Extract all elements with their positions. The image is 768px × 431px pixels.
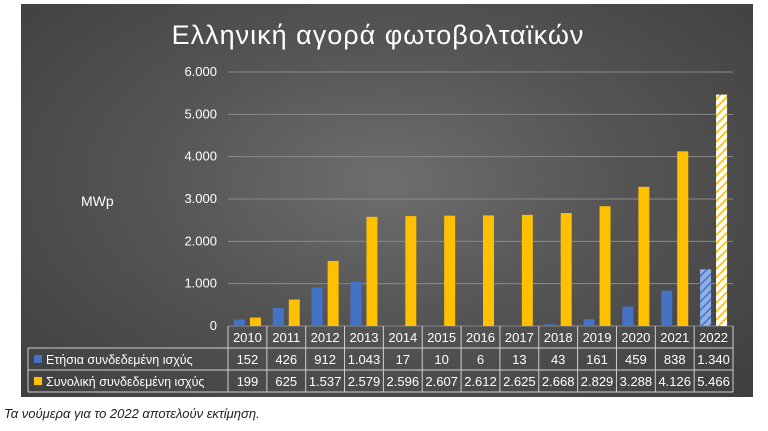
bar-annual-2016 [467, 325, 478, 326]
y-tick-label: 4.000 [184, 149, 217, 164]
data-label: 4.126 [658, 374, 691, 389]
chart-title: Ελληνική αγορά φωτοβολταϊκών [172, 20, 585, 50]
x-tick-label: 2014 [388, 330, 417, 345]
y-axis-label: MWp [81, 193, 114, 209]
x-tick-label: 2011 [272, 330, 300, 345]
data-label: 1.537 [309, 374, 342, 389]
x-tick-label: 2015 [427, 330, 456, 345]
data-label: 1.043 [348, 352, 381, 367]
y-tick-label: 0 [210, 318, 217, 333]
data-label: 2.579 [348, 374, 381, 389]
legend-series-name: Συνολική συνδεδεμένη ισχύς [46, 375, 204, 389]
x-tick-label: 2018 [544, 330, 573, 345]
bar-cumulative-2012 [327, 260, 339, 326]
bar-cumulative-2013 [366, 216, 378, 326]
data-label: 10 [434, 352, 448, 367]
bar-annual-2012 [311, 287, 323, 326]
bar-annual-2010 [233, 319, 245, 326]
data-label: 3.288 [620, 374, 653, 389]
data-label: 161 [586, 352, 608, 367]
bar-cumulative-2022 [716, 94, 728, 326]
bar-cumulative-2019 [599, 206, 611, 326]
bar-annual-2013 [350, 281, 362, 326]
bars [233, 94, 728, 326]
y-tick-label: 3.000 [184, 191, 217, 206]
bar-cumulative-2016 [483, 215, 494, 326]
data-label: 2.829 [581, 374, 614, 389]
data-label: 2.668 [542, 374, 575, 389]
data-label: 2.625 [503, 374, 536, 389]
bar-annual-2018 [544, 324, 556, 326]
legend-series-name: Ετήσια συνδεδεμένη ισχύς [46, 353, 193, 367]
bar-annual-2015 [428, 325, 440, 326]
gridlines [228, 71, 733, 327]
x-tick-label: 2021 [660, 330, 689, 345]
x-tick-label: 2010 [233, 330, 262, 345]
data-label: 1.340 [697, 352, 730, 367]
y-axis-ticks: 0 1.000 2.000 3.000 4.000 5.000 6.000 [184, 64, 217, 333]
bar-cumulative-2020 [638, 186, 650, 326]
data-label: 43 [551, 352, 565, 367]
bar-cumulative-2010 [249, 317, 261, 326]
y-tick-label: 5.000 [184, 106, 217, 121]
x-tick-label: 2016 [466, 330, 495, 345]
x-tick-label: 2012 [311, 330, 340, 345]
data-label: 2.612 [464, 374, 497, 389]
x-tick-label: 2020 [621, 330, 650, 345]
data-label: 838 [664, 352, 686, 367]
bar-cumulative-2018 [560, 213, 572, 326]
bar-cumulative-2011 [288, 299, 300, 326]
data-label: 459 [625, 352, 647, 367]
x-tick-label: 2019 [583, 330, 612, 345]
x-tick-label: 2013 [350, 330, 379, 345]
data-label: 625 [275, 374, 297, 389]
data-table: 2010 2011 2012 2013 2014 2015 2016 2017 2018 2019… [27, 326, 734, 393]
chart-svg: Ελληνική αγορά φωτοβολταϊκών 0 1.000 2.000… [27, 20, 734, 393]
legend-swatch [34, 355, 42, 363]
x-tick-label: 2017 [505, 330, 534, 345]
data-label: 5.466 [697, 374, 730, 389]
data-label: 2.596 [387, 374, 420, 389]
bar-annual-2019 [583, 319, 595, 326]
bar-annual-2022 [700, 269, 712, 326]
data-label: 2.607 [425, 374, 458, 389]
y-tick-label: 2.000 [184, 233, 217, 248]
bar-cumulative-2014 [405, 216, 417, 326]
bar-annual-2011 [272, 307, 284, 326]
x-tick-label: 2022 [699, 330, 728, 345]
footnote: Τα νούμερα για το 2022 αποτελούν εκτίμησ… [4, 406, 260, 421]
data-label: 912 [314, 352, 336, 367]
bar-cumulative-2021 [677, 151, 689, 326]
bar-cumulative-2015 [444, 215, 456, 326]
chart-panel: Ελληνική αγορά φωτοβολταϊκών 0 1.000 2.000… [21, 4, 753, 397]
data-label: 17 [396, 352, 410, 367]
bar-cumulative-2017 [521, 214, 533, 326]
data-label: 13 [512, 352, 526, 367]
data-label: 152 [237, 352, 259, 367]
y-tick-label: 6.000 [184, 64, 217, 79]
bar-annual-2021 [661, 290, 673, 326]
data-label: 199 [237, 374, 259, 389]
data-label: 426 [275, 352, 297, 367]
legend-swatch [34, 377, 42, 385]
data-label: 6 [477, 352, 484, 367]
y-tick-label: 1.000 [184, 276, 217, 291]
bar-annual-2020 [622, 306, 634, 326]
bar-annual-2014 [389, 325, 401, 326]
bar-annual-2017 [505, 325, 517, 326]
